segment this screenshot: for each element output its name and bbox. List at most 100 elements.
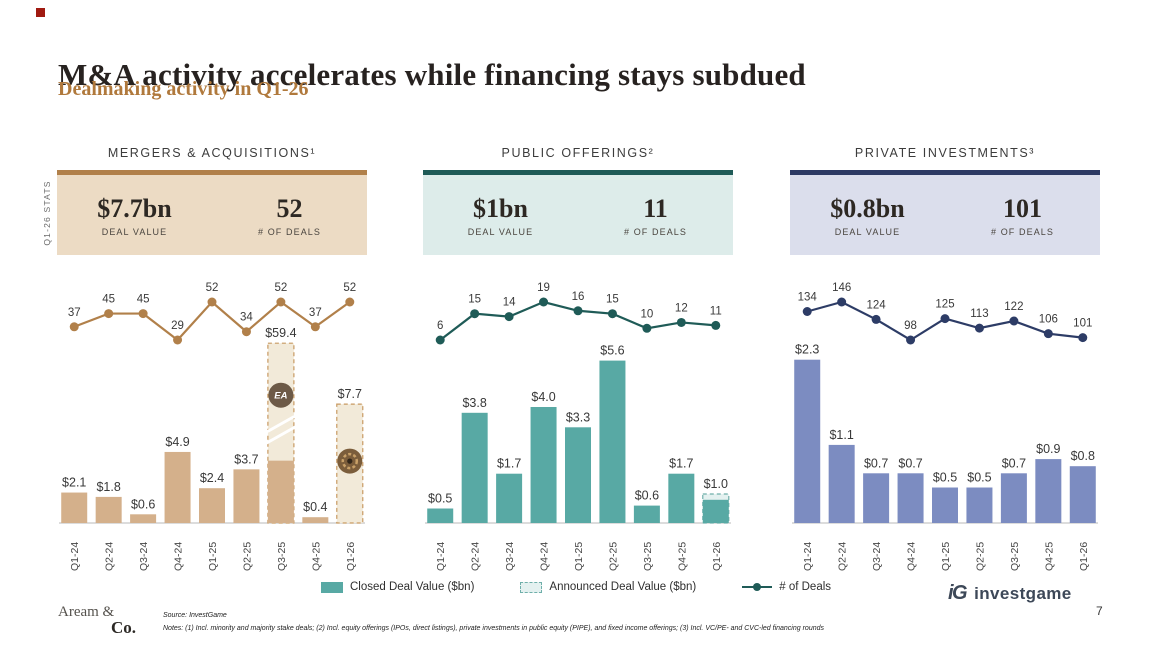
- bar-value-label-Q4-24: $0.7: [898, 456, 922, 470]
- deals-point-Q3-25: [276, 297, 286, 307]
- po-deal-count: 11: [643, 194, 668, 224]
- deals-count-label-Q4-24: 29: [171, 320, 184, 332]
- closed-bar-Q4-25: [668, 473, 695, 523]
- legend-item-closed: Closed Deal Value ($bn): [320, 581, 475, 593]
- deals-count-label-Q1-24: 134: [798, 292, 818, 304]
- bar-value-label-Q2-25: $5.6: [600, 344, 624, 358]
- mna-chart-section: MERGERS & ACQUISITIONS¹ $7.7bn DEAL VALU…: [57, 140, 367, 578]
- page-number: 7: [1096, 604, 1103, 618]
- legend-item-deals: # of Deals: [742, 581, 831, 593]
- deals-count-label-Q4-25: 106: [1039, 314, 1058, 326]
- closed-bar-Q3-25: [1000, 473, 1027, 523]
- deals-count-label-Q1-25: 125: [935, 299, 954, 311]
- bar-value-label-Q2-24: $3.8: [462, 396, 486, 410]
- closed-bar-Q3-24: [496, 473, 523, 523]
- deals-point-Q3-24: [504, 312, 514, 322]
- deals-point-Q2-24: [470, 309, 480, 319]
- bar-value-label-Q4-24: $4.0: [531, 390, 555, 404]
- deals-line-dot-icon: [753, 583, 762, 591]
- mna-combo-chart: $2.1 Q1-24 $1.8 Q2-24 $0.6 Q3-24 $4.9 Q4-24 $2.4…: [59, 282, 365, 571]
- deals-point-Q2-24: [104, 309, 114, 319]
- aream-co-logo: Aream & Co.: [58, 604, 136, 638]
- axis-break-mark: [264, 413, 298, 435]
- deals-point-Q3-25: [642, 323, 652, 333]
- closed-bar-Q1-24: [794, 359, 821, 523]
- brand-accent-square: [36, 8, 45, 17]
- closed-bar-Q1-24: [61, 492, 88, 523]
- deals-point-Q1-26: [345, 297, 355, 307]
- private-investments-chart-section: PRIVATE INVESTMENTS³ $0.8bn DEAL VALUE 1…: [790, 140, 1100, 578]
- mna-deal-count: 52: [276, 194, 303, 224]
- deals-point-Q3-25: [1009, 316, 1019, 326]
- closed-bar-Q1-25: [932, 487, 958, 523]
- po-deal-value: $1bn: [473, 194, 528, 224]
- x-axis-label-Q1-25: Q1-25: [207, 542, 219, 571]
- pi-deal-value-stat: $0.8bn DEAL VALUE: [790, 175, 945, 255]
- page-subtitle: Dealmaking activity in Q1-26: [58, 78, 309, 100]
- legend-closed-label: Closed Deal Value ($bn): [349, 581, 475, 593]
- bar-value-label-Q3-24: $0.6: [131, 497, 155, 511]
- pi-deal-count-stat: 101 # OF DEALS: [945, 175, 1100, 255]
- deals-point-Q2-25: [241, 327, 251, 337]
- pi-stats-box: $0.8bn DEAL VALUE 101 # OF DEALS: [790, 170, 1100, 255]
- deals-point-Q2-25: [607, 309, 617, 319]
- bar-value-label-Q3-24: $1.7: [497, 457, 521, 471]
- deals-point-Q2-25: [974, 323, 984, 333]
- deals-count-label-Q4-24: 19: [537, 282, 550, 294]
- closed-bar-Q4-25: [1035, 459, 1062, 523]
- closed-bar-Q2-24: [461, 412, 488, 523]
- pi-combo-chart: $2.3 Q1-24 $1.1 Q2-24 $0.7 Q3-24 $0.7 Q4-24 $0.5…: [792, 282, 1098, 571]
- bar-value-label-Q1-25: $3.3: [566, 410, 590, 424]
- x-axis-label-Q4-24: Q4-24: [539, 542, 551, 571]
- announced-deal-logo-ring: [341, 452, 359, 470]
- x-axis-label-Q1-25: Q1-25: [573, 542, 585, 571]
- x-axis-label-Q2-25: Q2-25: [974, 542, 986, 571]
- bar-value-label-Q2-24: $1.1: [829, 428, 853, 442]
- po-combo-chart: $0.5 Q1-24 $3.8 Q2-24 $1.7 Q3-24 $4.0 Q4-24 $3.3…: [425, 282, 731, 571]
- q1-26-stats-side-label: Q1-26 STATS: [42, 180, 52, 246]
- closed-bar-Q1-26: [1069, 466, 1096, 523]
- deals-point-Q1-25: [940, 314, 950, 324]
- ea-logo-icon: [268, 382, 294, 408]
- x-axis-label-Q2-24: Q2-24: [470, 542, 482, 571]
- pi-deal-count-label: # OF DEALS: [990, 226, 1055, 237]
- deals-count-label-Q4-24: 98: [904, 320, 917, 332]
- bar-value-label-Q2-24: $1.8: [96, 480, 120, 494]
- investgame-wordmark: investgame: [974, 584, 1072, 603]
- deals-point-Q1-24: [435, 335, 445, 345]
- aream-logo-line2: Co.: [110, 618, 136, 637]
- deals-count-label-Q1-26: 101: [1073, 318, 1092, 330]
- po-deal-count-label: # OF DEALS: [623, 226, 688, 237]
- bar-value-label-Q4-25: $0.4: [303, 500, 327, 514]
- bar-value-label-Q3-25: $0.6: [635, 489, 659, 503]
- bar-value-label-Q1-25: $0.5: [933, 471, 957, 485]
- x-axis-label-Q1-24: Q1-24: [69, 542, 81, 571]
- investgame-logo: iG investgame: [948, 582, 1072, 605]
- closed-bar-Q2-24: [95, 496, 122, 523]
- deals-point-Q1-25: [573, 306, 583, 316]
- closed-bar-Q4-25: [302, 517, 329, 523]
- mna-deal-count-label: # OF DEALS: [257, 226, 322, 237]
- po-deal-value-label: DEAL VALUE: [467, 226, 534, 237]
- bar-value-label-Q1-26: $0.8: [1071, 449, 1095, 463]
- bar-value-label-Q1-25: $2.4: [200, 471, 224, 485]
- x-axis-label-Q1-26: Q1-26: [345, 542, 357, 571]
- bar-value-label-Q3-25: $0.7: [1002, 456, 1026, 470]
- deals-point-Q1-26: [711, 320, 721, 330]
- bar-value-label-Q4-25: $1.7: [669, 457, 693, 471]
- deals-point-Q3-24: [138, 309, 148, 319]
- mna-chart-title: MERGERS & ACQUISITIONS¹: [107, 146, 317, 160]
- deals-count-label-Q3-25: 10: [640, 308, 653, 320]
- closed-bar-Q4-24: [897, 473, 924, 523]
- bar-value-label-Q3-25: $59.4: [265, 326, 296, 340]
- deals-count-label-Q3-24: 14: [503, 297, 516, 309]
- bar-value-label-Q1-24: $0.5: [428, 492, 452, 506]
- closed-bar-Q3-25: [633, 505, 660, 523]
- mna-deal-count-stat: 52 # OF DEALS: [212, 175, 367, 255]
- bar-value-label-Q1-24: $2.1: [62, 476, 86, 490]
- bar-value-label-Q1-26: $1.0: [704, 477, 728, 491]
- mna-deal-value-label: DEAL VALUE: [101, 226, 168, 237]
- po-deal-value-stat: $1bn DEAL VALUE: [423, 175, 578, 255]
- deals-point-Q4-25: [310, 322, 320, 332]
- bar-value-label-Q4-25: $0.9: [1036, 442, 1060, 456]
